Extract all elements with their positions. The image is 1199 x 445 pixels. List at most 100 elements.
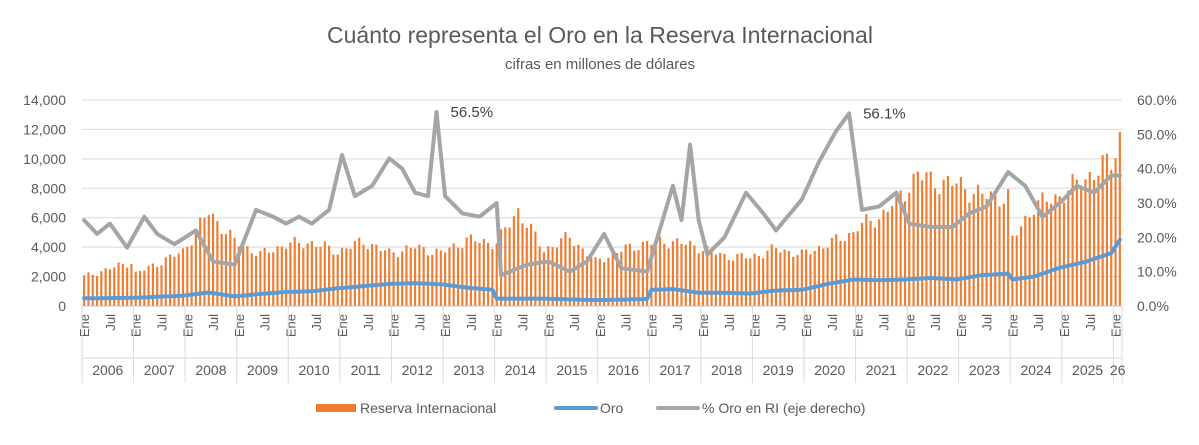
bar: [792, 256, 795, 306]
bar: [770, 244, 773, 306]
bar: [964, 189, 967, 306]
legend-label: % Oro en RI (eje derecho): [702, 400, 865, 416]
bar: [933, 188, 937, 306]
bar: [138, 270, 142, 306]
bar: [697, 253, 700, 306]
bar: [482, 239, 485, 306]
bar: [237, 246, 240, 306]
bar: [371, 244, 374, 306]
bar: [860, 222, 864, 306]
bar: [641, 241, 644, 306]
x-month-label: Jul: [258, 314, 273, 331]
y-right-tick-label: 0.0%: [1137, 298, 1169, 314]
bar: [405, 245, 408, 306]
bar: [929, 171, 932, 306]
bar: [534, 231, 537, 306]
y-left-tick-label: 14,000: [23, 92, 66, 108]
y-right-tick-label: 20.0%: [1137, 229, 1177, 245]
bar: [267, 252, 271, 306]
bar: [852, 232, 855, 306]
bar: [951, 185, 954, 306]
bar: [839, 240, 842, 306]
bar: [830, 237, 833, 306]
x-month-label: Jul: [515, 314, 530, 331]
bar: [224, 234, 228, 306]
x-month-label: Ene: [902, 314, 917, 337]
bar: [796, 255, 799, 306]
bar: [912, 173, 915, 306]
x-month-label: Jul: [309, 314, 324, 331]
bar: [886, 211, 889, 306]
bar: [891, 206, 894, 306]
bar: [272, 252, 275, 306]
bar: [332, 254, 335, 306]
bar: [650, 244, 653, 306]
bar: [220, 233, 223, 306]
bar: [401, 251, 404, 306]
x-month-label: Jul: [619, 314, 634, 331]
x-year-label: 2011: [351, 362, 381, 378]
bar: [689, 240, 692, 306]
bar: [633, 250, 636, 306]
bar: [254, 255, 258, 306]
bar: [848, 233, 851, 306]
bar: [938, 194, 941, 306]
bar: [461, 248, 464, 306]
bar: [259, 251, 262, 306]
bar: [560, 238, 563, 306]
bar: [203, 217, 206, 306]
bar: [706, 245, 709, 306]
bar: [719, 252, 722, 306]
bar: [306, 243, 309, 306]
bar: [199, 217, 202, 306]
bar: [774, 247, 778, 306]
x-month-label: Ene: [748, 314, 763, 337]
x-month-label: Ene: [490, 314, 505, 337]
bar: [869, 220, 872, 306]
bar: [504, 227, 507, 306]
x-month-label: Ene: [954, 314, 969, 337]
bar: [577, 244, 580, 306]
bar: [117, 262, 120, 306]
line-oro: [82, 237, 1122, 303]
bar: [1037, 200, 1040, 306]
bar: [147, 265, 150, 306]
bar: [783, 249, 786, 306]
bar: [164, 257, 167, 306]
bar: [349, 248, 352, 306]
bar: [736, 253, 739, 306]
x-year-label: 2007: [144, 362, 175, 378]
x-month-label: Jul: [980, 314, 995, 331]
bar: [654, 240, 657, 306]
bar: [624, 244, 627, 306]
bar: [319, 246, 322, 306]
bar: [1088, 172, 1091, 306]
bar: [297, 242, 301, 306]
x-month-label: Ene: [593, 314, 608, 337]
bar: [946, 175, 950, 306]
x-month-label: Jul: [103, 314, 118, 331]
bar: [925, 172, 928, 306]
bar: [250, 253, 253, 306]
y-left-tick-label: 6,000: [31, 210, 66, 226]
bar: [353, 241, 356, 306]
bar: [714, 254, 717, 306]
bar: [899, 190, 902, 306]
bar: [263, 247, 266, 306]
x-year-label: 2022: [917, 362, 948, 378]
bar: [955, 183, 958, 306]
x-year-label: 2020: [814, 362, 845, 378]
bar: [478, 242, 481, 306]
bar: [1110, 169, 1113, 306]
x-month-label: Jul: [1083, 314, 1098, 331]
bar: [968, 202, 971, 306]
x-year-label: 2013: [453, 362, 484, 378]
bar: [615, 253, 619, 306]
bar: [976, 184, 980, 306]
bar: [916, 171, 919, 306]
bar: [345, 248, 348, 306]
chart-title: Cuánto representa el Oro en la Reserva I…: [327, 22, 873, 48]
bar: [762, 258, 765, 306]
bar: [91, 274, 94, 306]
y-left-tick-label: 0: [58, 298, 66, 314]
